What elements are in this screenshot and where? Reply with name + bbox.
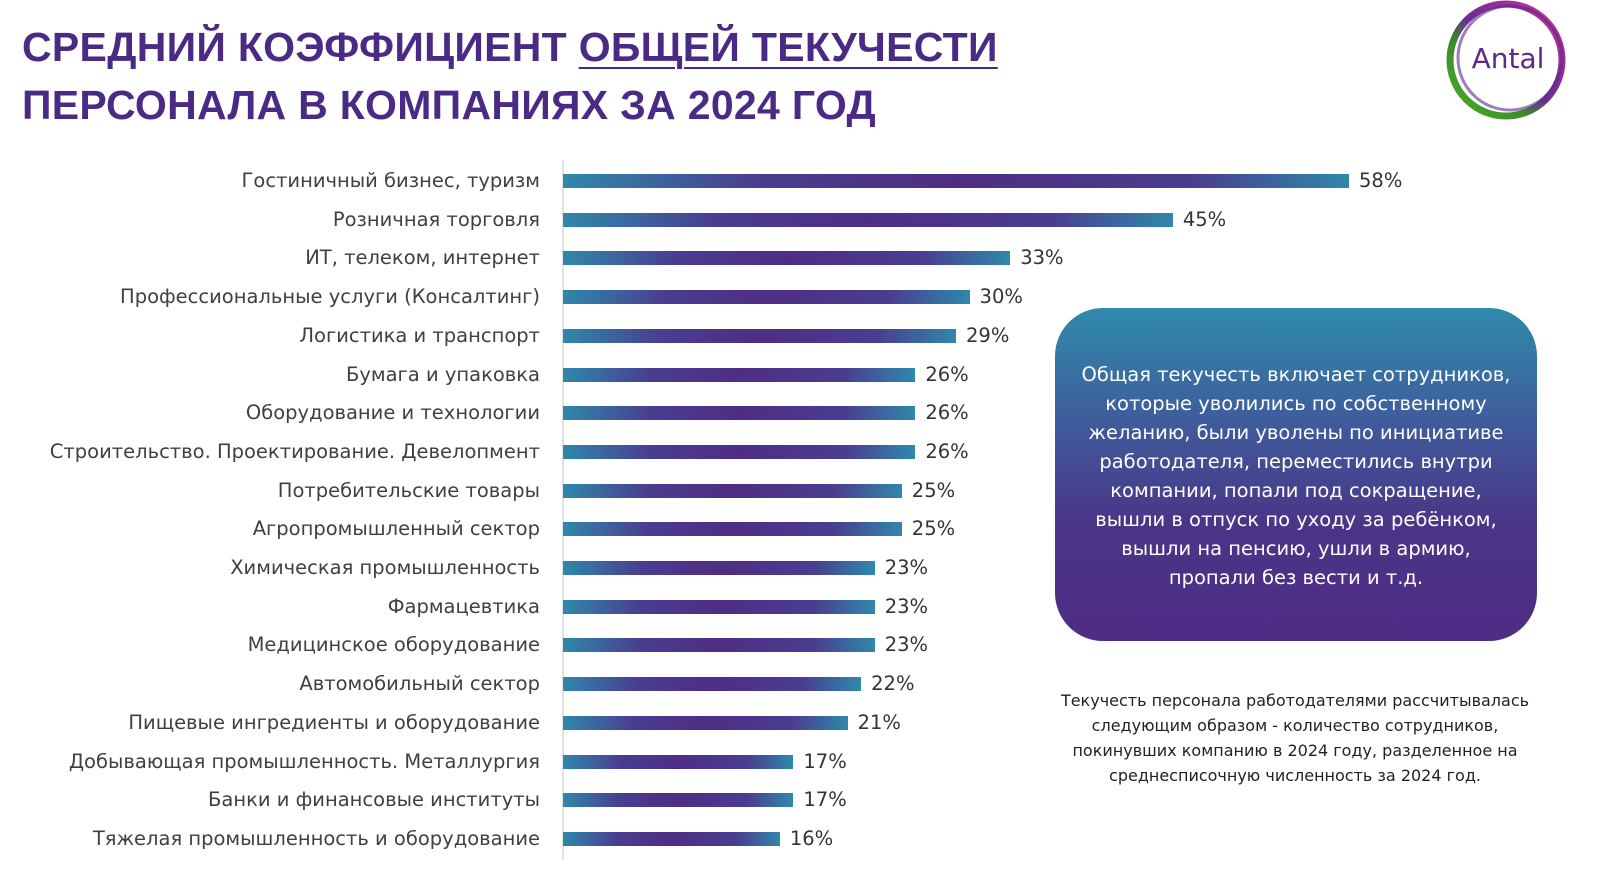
bar-row: Гостиничный бизнес, туризм 58% (0, 169, 1600, 193)
category-label: Автомобильный сектор (299, 672, 540, 696)
svg-text:Antal: Antal (1472, 42, 1545, 75)
data-label: 33% (1020, 246, 1064, 270)
bar (563, 638, 875, 653)
bar (563, 328, 956, 343)
bar-row: Профессиональные услуги (Консалтинг) 30% (0, 285, 1600, 309)
bar (563, 444, 916, 459)
category-label: Оборудование и технологии (245, 401, 540, 425)
bar-row: Химическая промышленность 23% (0, 556, 1600, 580)
bar (563, 251, 1011, 266)
data-label: 23% (884, 633, 929, 657)
title-line2: ПЕРСОНАЛА В КОМПАНИЯХ ЗА 2024 ГОД (22, 82, 876, 128)
bar-row: Потребительские товары 25% (0, 479, 1600, 503)
bar-row: Медицинское оборудование 23% (0, 633, 1600, 657)
data-label: 26% (925, 439, 969, 463)
bar-row: Тяжелая промышленность и оборудование 16… (0, 827, 1600, 851)
bar-row: Фармацевтика 23% (0, 595, 1600, 619)
data-label: 25% (911, 517, 956, 541)
title-part1: СРЕДНИЙ КОЭФФИЦИЕНТ (22, 24, 579, 70)
category-label: Строительство. Проектирование. Девелопме… (49, 439, 540, 463)
bar (563, 831, 780, 846)
category-label: Потребительские товары (277, 478, 540, 502)
bar-row: Пищевые ингредиенты и оборудование 21% (0, 711, 1600, 735)
bar-row: Строительство. Проектирование. Девелопме… (0, 440, 1600, 464)
page-title: СРЕДНИЙ КОЭФФИЦИЕНТ ОБЩЕЙ ТЕКУЧЕСТИ ПЕРС… (22, 18, 998, 134)
bar-row: Бумага и упаковка 26% (0, 363, 1600, 387)
data-label: 30% (979, 285, 1023, 309)
info-box: Общая текучесть включает сотрудников, ко… (1055, 308, 1537, 641)
category-label: Пищевые ингредиенты и оборудование (128, 710, 540, 734)
bar (563, 367, 916, 382)
category-label: Агропромышленный сектор (252, 517, 540, 541)
category-label: Розничная торговля (332, 207, 540, 231)
data-label: 21% (857, 710, 901, 734)
title-underlined: ОБЩЕЙ ТЕКУЧЕСТИ (578, 24, 998, 70)
bar (563, 290, 970, 305)
data-label: 17% (803, 788, 847, 812)
antal-logo: Antal (1446, 0, 1566, 120)
category-label: ИТ, телеком, интернет (305, 246, 540, 270)
bar-row: Добывающая промышленность. Металлургия 1… (0, 750, 1600, 774)
category-label: Тяжелая промышленность и оборудование (92, 826, 540, 850)
bar-row: Агропромышленный сектор 25% (0, 517, 1600, 541)
bar (563, 561, 875, 575)
category-label: Фармацевтика (387, 594, 540, 618)
bar-row: Оборудование и технологии 26% (0, 401, 1600, 425)
bar (563, 715, 848, 730)
bar (563, 174, 1349, 188)
bar-row: Логистика и транспорт 29% (0, 324, 1600, 348)
data-label: 25% (911, 478, 956, 502)
data-label: 26% (925, 362, 969, 386)
data-label: 26% (925, 401, 969, 425)
category-label: Химическая промышленность (230, 556, 540, 579)
data-label: 23% (884, 556, 929, 579)
bar-row: Банки и финансовые институты 17% (0, 788, 1600, 812)
bar (563, 406, 916, 421)
data-label: 23% (884, 594, 929, 618)
category-label: Медицинское оборудование (247, 633, 540, 657)
bar (563, 483, 902, 498)
category-label: Добывающая промышленность. Металлургия (68, 749, 540, 773)
bar (563, 599, 875, 614)
bar (563, 212, 1173, 227)
category-label: Бумага и упаковка (345, 362, 540, 386)
bar-row: ИТ, телеком, интернет 33% (0, 246, 1600, 270)
info-box-text: Общая текучесть включает сотрудников, ко… (1081, 363, 1511, 589)
data-label: 16% (789, 826, 834, 850)
category-label: Банки и финансовые институты (208, 788, 540, 812)
bar (563, 793, 794, 808)
data-label: 58% (1359, 169, 1403, 192)
y-axis-line (562, 160, 564, 860)
bar (563, 754, 794, 769)
data-label: 22% (871, 672, 915, 696)
data-label: 45% (1182, 207, 1227, 231)
category-label: Гостиничный бизнес, туризм (241, 169, 541, 192)
data-label: 29% (966, 323, 1010, 347)
category-label: Профессиональные услуги (Консалтинг) (120, 285, 540, 309)
bar-row: Розничная торговля 45% (0, 208, 1600, 232)
data-label: 17% (803, 749, 847, 773)
bar (563, 677, 862, 692)
footnote: Текучесть персонала работодателями рассч… (1060, 691, 1530, 785)
category-label: Логистика и транспорт (299, 323, 540, 347)
bar (563, 522, 902, 537)
bar-row: Автомобильный сектор 22% (0, 672, 1600, 696)
